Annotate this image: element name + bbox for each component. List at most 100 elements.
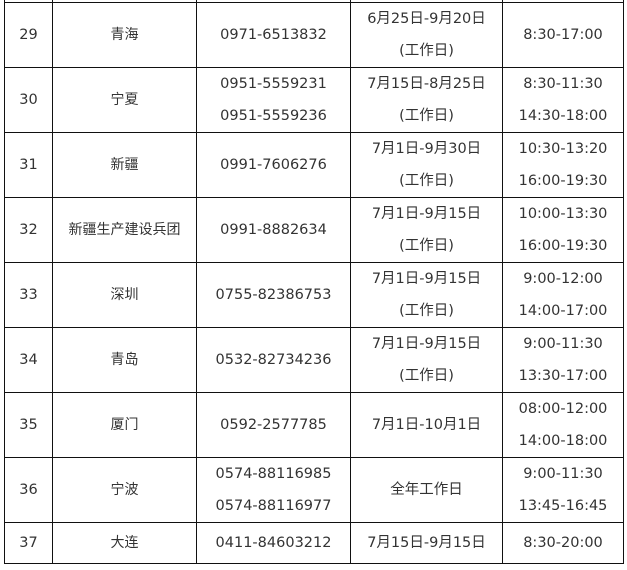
hours-cell-text: 08:00-12:00: [518, 401, 608, 417]
row-number-cell: 32: [4, 197, 53, 263]
hours-cell: 9:00-12:00 14:00-17:00: [502, 262, 624, 328]
hours-cell-text: 14:00-17:00: [518, 303, 608, 319]
hours-cell-text: 10:00-13:30: [518, 206, 608, 222]
table-row: 35 厦门 0592-2577785 7月1日-10月1日 08:00-12:00 14:…: [4, 392, 624, 458]
period-cell: 7月1日-9月30日 (工作日): [350, 132, 503, 198]
table-row: 31 新疆 0991-7606276 7月1日-9月30日 (工作日) 10:30-13:…: [4, 132, 624, 198]
period-cell-text: 6月25日-9月20日: [367, 11, 486, 27]
hours-cell-text: 13:30-17:00: [518, 368, 608, 384]
phone-cell-text: 0951-5559231: [220, 76, 327, 92]
region-cell: 厦门: [52, 392, 197, 458]
region-cell-text: 宁夏: [110, 92, 139, 108]
phone-cell: 0951-5559231 0951-5559236: [196, 67, 351, 133]
hours-cell-text: 8:30-17:00: [523, 27, 603, 43]
period-cell: 7月1日-10月1日: [350, 392, 503, 458]
row-number-cell: 30: [4, 67, 53, 133]
hours-cell: 8:30-17:00: [502, 2, 624, 68]
region-cell-text: 新疆: [110, 157, 139, 173]
region-cell-text: 青海: [110, 27, 139, 43]
hours-cell-text: 9:00-11:30: [523, 466, 603, 482]
region-cell: 宁夏: [52, 67, 197, 133]
table-row: 33 深圳 0755-82386753 7月1日-9月15日 (工作日) 9:00-12:…: [4, 262, 624, 328]
hours-cell: 8:30-20:00: [502, 522, 624, 564]
region-cell: 青岛: [52, 327, 197, 393]
phone-cell: 0971-6513832: [196, 2, 351, 68]
table-row: 29 青海 0971-6513832 6月25日-9月20日 (工作日) 8:30-17:…: [4, 2, 624, 68]
phone-cell: 0592-2577785: [196, 392, 351, 458]
region-cell-text: 厦门: [110, 417, 139, 433]
period-cell: 7月15日-8月25日 (工作日): [350, 67, 503, 133]
phone-cell-text: 0574-88116985: [215, 466, 332, 482]
hours-cell: 10:00-13:30 16:00-19:30: [502, 197, 624, 263]
region-cell: 新疆生产建设兵团: [52, 197, 197, 263]
phone-cell: 0991-7606276: [196, 132, 351, 198]
hours-cell: 08:00-12:00 14:00-18:00: [502, 392, 624, 458]
region-cell-text: 青岛: [110, 352, 139, 368]
hours-cell: 9:00-11:30 13:45-16:45: [502, 457, 624, 523]
period-cell-text: (工作日): [399, 368, 454, 384]
phone-cell-text: 0755-82386753: [215, 287, 332, 303]
row-number-cell: 29: [4, 2, 53, 68]
region-cell: 青海: [52, 2, 197, 68]
row-number-cell-text: 31: [19, 157, 38, 173]
region-cell-text: 大连: [110, 535, 139, 551]
period-cell: 全年工作日: [350, 457, 503, 523]
phone-cell: 0991-8882634: [196, 197, 351, 263]
hours-cell: 9:00-11:30 13:30-17:00: [502, 327, 624, 393]
hours-cell: 8:30-11:30 14:30-18:00: [502, 67, 624, 133]
period-cell: 7月1日-9月15日 (工作日): [350, 262, 503, 328]
region-cell: 大连: [52, 522, 197, 564]
period-cell-text: (工作日): [399, 173, 454, 189]
hours-cell-text: 14:00-18:00: [518, 433, 608, 449]
phone-cell-text: 0971-6513832: [220, 27, 327, 43]
hours-cell-text: 8:30-20:00: [523, 535, 603, 551]
phone-cell-text: 0951-5559236: [220, 108, 327, 124]
hours-cell-text: 16:00-19:30: [518, 238, 608, 254]
hours-cell-text: 10:30-13:20: [518, 141, 608, 157]
period-cell-text: 7月1日-10月1日: [371, 417, 482, 433]
hours-cell-text: 13:45-16:45: [518, 498, 608, 514]
row-number-cell-text: 32: [19, 222, 38, 238]
region-cell: 宁波: [52, 457, 197, 523]
period-cell-text: 7月1日-9月15日: [371, 336, 482, 352]
phone-cell: 0532-82734236: [196, 327, 351, 393]
phone-cell-text: 0592-2577785: [220, 417, 327, 433]
row-number-cell-text: 36: [19, 482, 38, 498]
period-cell-text: 7月1日-9月15日: [371, 206, 482, 222]
row-number-cell-text: 34: [19, 352, 38, 368]
row-number-cell-text: 30: [19, 92, 38, 108]
period-cell-text: 7月15日-9月15日: [367, 535, 486, 551]
period-cell-text: (工作日): [399, 303, 454, 319]
hours-cell-text: 9:00-11:30: [523, 336, 603, 352]
table-row: 36 宁波 0574-88116985 0574-88116977 全年工作日 9:00-…: [4, 457, 624, 523]
row-number-cell-text: 29: [19, 27, 38, 43]
row-number-cell-text: 37: [19, 535, 38, 551]
period-cell: 7月1日-9月15日 (工作日): [350, 327, 503, 393]
period-cell: 7月1日-9月15日 (工作日): [350, 197, 503, 263]
row-number-cell-text: 35: [19, 417, 38, 433]
hours-cell-text: 8:30-11:30: [523, 76, 603, 92]
region-cell: 新疆: [52, 132, 197, 198]
row-number-cell: 33: [4, 262, 53, 328]
phone-cell-text: 0532-82734236: [215, 352, 332, 368]
phone-cell: 0411-84603212: [196, 522, 351, 564]
period-cell-text: (工作日): [399, 43, 454, 59]
period-cell-text: 7月1日-9月30日: [371, 141, 482, 157]
contact-table: 2829青海0971-65138326月25日-9月20日(工作日)8:30-1…: [4, 0, 624, 564]
period-cell: 6月25日-9月20日 (工作日): [350, 2, 503, 68]
region-cell-text: 深圳: [110, 287, 139, 303]
table-row: 32 新疆生产建设兵团 0991-8882634 7月1日-9月15日 (工作日) 10:…: [4, 197, 624, 263]
phone-cell-text: 0411-84603212: [215, 535, 332, 551]
table-row: 30 宁夏 0951-5559231 0951-5559236 7月15日-8月25日 (…: [4, 67, 624, 133]
period-cell: 7月15日-9月15日: [350, 522, 503, 564]
row-number-cell: 36: [4, 457, 53, 523]
row-number-cell: 34: [4, 327, 53, 393]
row-number-cell-text: 33: [19, 287, 38, 303]
hours-cell-text: 14:30-18:00: [518, 108, 608, 124]
phone-cell-text: 0574-88116977: [215, 498, 332, 514]
phone-cell: 0574-88116985 0574-88116977: [196, 457, 351, 523]
period-cell-text: 7月1日-9月15日: [371, 271, 482, 287]
row-number-cell: 35: [4, 392, 53, 458]
hours-cell: 10:30-13:20 16:00-19:30: [502, 132, 624, 198]
period-cell-text: 7月15日-8月25日: [367, 76, 486, 92]
